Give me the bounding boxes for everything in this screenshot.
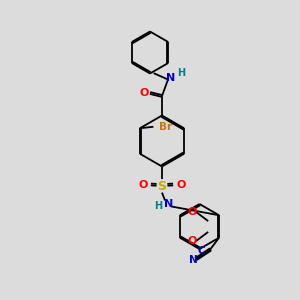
Text: O: O bbox=[176, 179, 186, 190]
Text: N: N bbox=[166, 73, 175, 83]
Text: O: O bbox=[188, 236, 197, 246]
Text: C: C bbox=[198, 246, 206, 256]
Text: H: H bbox=[177, 68, 186, 78]
Text: Br: Br bbox=[158, 122, 172, 132]
Text: O: O bbox=[139, 88, 149, 98]
Text: O: O bbox=[188, 207, 197, 217]
Text: N: N bbox=[164, 199, 173, 209]
Text: O: O bbox=[138, 179, 148, 190]
Text: S: S bbox=[158, 179, 166, 193]
Text: N: N bbox=[188, 255, 197, 265]
Text: H: H bbox=[154, 201, 163, 212]
